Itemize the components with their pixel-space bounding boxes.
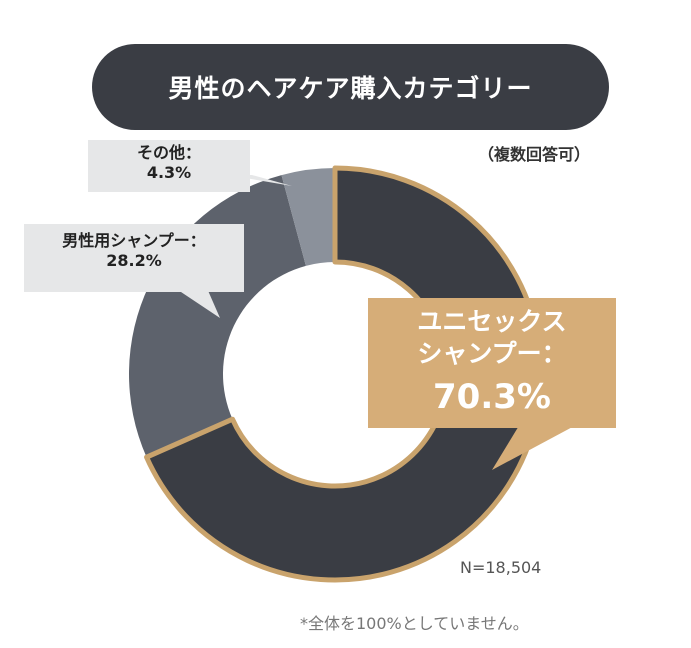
- callout-tail-mens: [172, 286, 220, 318]
- label-unisex-value: 70.3%: [433, 377, 551, 417]
- label-mens-shampoo: 男性用シャンプー： 28.2%: [26, 231, 242, 271]
- callout-tail-unisex: [492, 424, 578, 470]
- callout-tail-other: [228, 175, 292, 186]
- label-other: その他： 4.3%: [90, 143, 248, 183]
- label-mens-name: 男性用シャンプー：: [62, 231, 206, 250]
- footnote: *全体を100%としていません。: [300, 614, 529, 633]
- callouts: [24, 140, 616, 470]
- slice-other: [281, 168, 335, 266]
- callout-box-mens: [24, 224, 244, 292]
- chart-title: 男性のヘアケア購入カテゴリー: [168, 74, 533, 103]
- callout-box-other: [88, 140, 250, 192]
- label-other-value: 4.3%: [146, 163, 192, 182]
- label-unisex-shampoo: ユニセックス シャンプー： 70.3%: [370, 306, 614, 419]
- chart-subtitle: （複数回答可）: [478, 145, 591, 164]
- label-other-name: その他：: [136, 143, 201, 162]
- sample-size: N=18,504: [460, 558, 542, 577]
- label-unisex-line2: シャンプー：: [417, 339, 567, 368]
- title-banner: 男性のヘアケア購入カテゴリー: [92, 44, 609, 130]
- label-mens-value: 28.2%: [106, 251, 162, 270]
- label-unisex-line1: ユニセックス: [417, 307, 567, 336]
- callout-box-unisex: [368, 298, 616, 428]
